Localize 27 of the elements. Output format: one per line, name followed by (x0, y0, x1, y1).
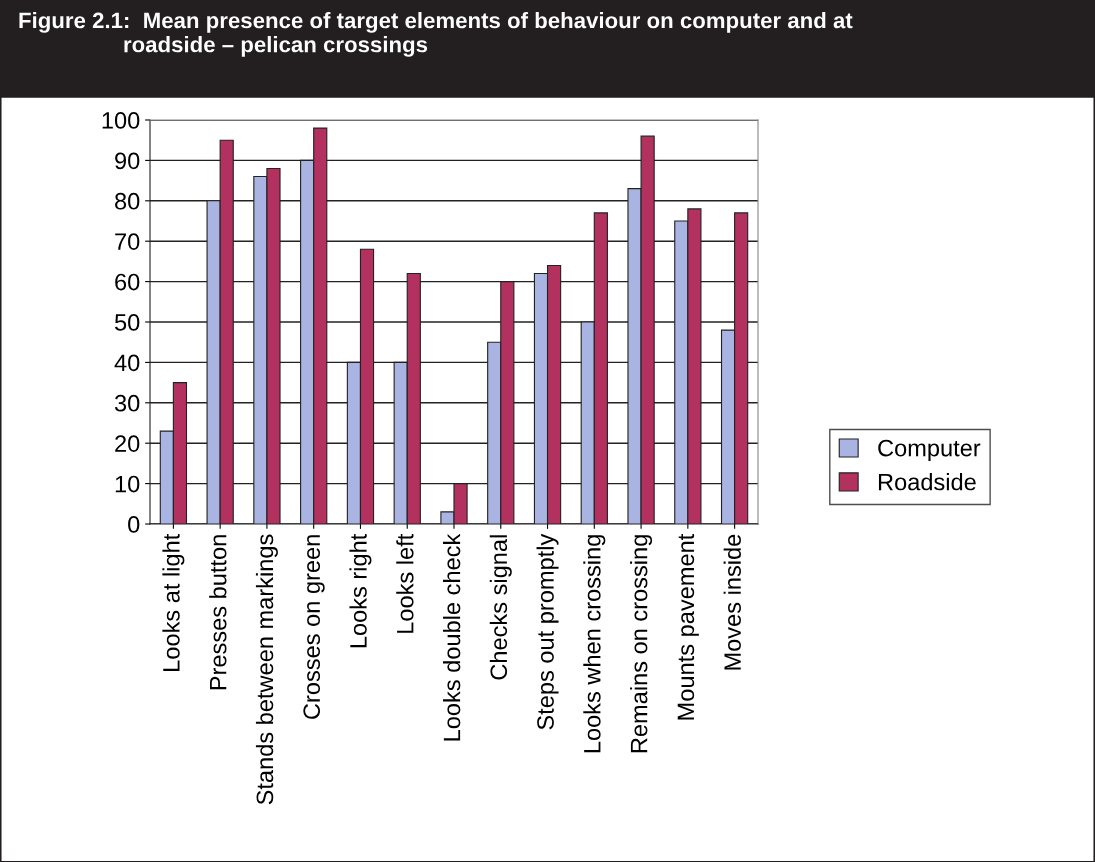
x-tick-label: Looks right (349, 533, 372, 648)
y-tick-label: 10 (115, 475, 140, 493)
x-tick-label: Looks at light (162, 533, 185, 671)
x-tick-label: Checks signal (489, 535, 512, 680)
x-tick-label: Moves inside (723, 534, 741, 670)
x-tick-label: Presses button (209, 535, 227, 690)
y-tick-label: 80 (115, 192, 140, 210)
legend-label: Roadside (878, 473, 976, 491)
y-tick-label: 100 (102, 112, 140, 129)
x-tick-label: Stands between markings (255, 534, 278, 805)
chart-title: Figure 2.1: Mean presence of target elements of behaviour on computer and at roadside – pelican crossings (19, 12, 853, 57)
y-tick-label: 30 (114, 394, 140, 412)
x-tick-label: Crosses on green (303, 535, 325, 719)
y-tick-label: 90 (115, 152, 140, 170)
x-tick-label: Remains on crossing (630, 535, 653, 753)
x-tick-label: Looks double check (442, 533, 461, 741)
y-tick-label: 60 (115, 273, 140, 291)
y-tick-label: 0 (128, 516, 140, 533)
x-tick-label: Steps out promptly (536, 533, 559, 730)
legend-label: Computer (878, 439, 981, 462)
x-tick-label: Looks left (396, 533, 414, 633)
y-tick-label: 70 (115, 233, 140, 250)
x-tick-label: Looks when crossing (583, 535, 606, 753)
y-tick-label: 20 (115, 435, 140, 452)
y-tick-label: 50 (114, 314, 140, 331)
x-tick-label: Mounts pavement (677, 533, 699, 720)
y-tick-label: 40 (114, 354, 140, 372)
